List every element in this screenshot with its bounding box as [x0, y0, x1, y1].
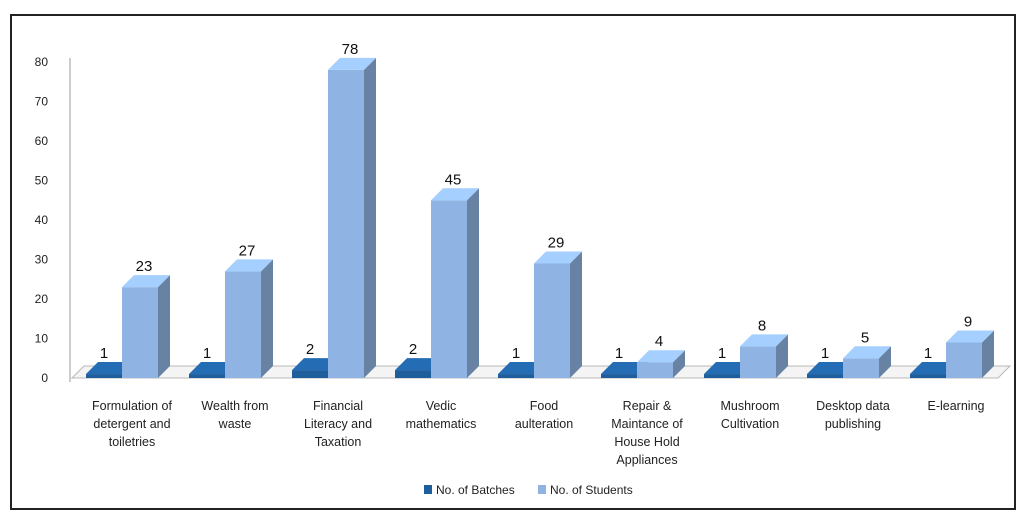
students-data-label: 45 — [445, 171, 462, 188]
students-bar-side — [158, 275, 170, 378]
students-data-label: 5 — [861, 329, 869, 346]
students-bar-side — [879, 346, 891, 378]
category-label: E-learning — [928, 399, 985, 413]
batches-bar — [189, 374, 225, 378]
legend-swatch — [538, 485, 546, 494]
students-bar — [225, 271, 261, 378]
students-bar-top — [431, 188, 479, 201]
students-bar — [946, 342, 982, 378]
y-tick-label: 50 — [35, 174, 49, 188]
students-bar-side — [982, 330, 994, 378]
batches-data-label: 2 — [409, 341, 417, 358]
batches-data-label: 1 — [615, 345, 623, 362]
students-bar-top — [946, 330, 994, 343]
legend-label: No. of Students — [550, 483, 633, 497]
students-bar — [637, 362, 673, 378]
category-label: Food aulteration — [515, 399, 573, 431]
students-bar-side — [570, 251, 582, 378]
students-bar-top — [225, 259, 273, 272]
students-bar-top — [740, 334, 788, 347]
y-tick-label: 80 — [35, 55, 49, 69]
students-bar-side — [467, 188, 479, 378]
chart-frame: 0 10 20 30 40 50 60 70 80 1 23 Formulation of deterg… — [10, 14, 1016, 510]
batches-data-label: 1 — [821, 345, 829, 362]
students-bar — [122, 287, 158, 378]
bar-chart: 0 10 20 30 40 50 60 70 80 1 23 Formulation of deterg… — [35, 41, 1012, 497]
batches-bar — [498, 374, 534, 378]
batches-data-label: 2 — [306, 341, 314, 358]
batches-data-label: 1 — [924, 345, 932, 362]
students-data-label: 4 — [655, 333, 663, 350]
category-label: Financial Literacy and Taxation — [304, 399, 372, 449]
students-bar-side — [776, 334, 788, 378]
students-bar-top — [328, 57, 376, 70]
batches-data-label: 1 — [100, 345, 108, 362]
students-bar — [534, 263, 570, 378]
students-bar-side — [673, 350, 685, 378]
category-label: Vedic mathematics — [406, 399, 477, 431]
students-bar — [740, 346, 776, 378]
batches-bar — [704, 374, 740, 378]
batches-bar — [292, 370, 328, 378]
y-tick-label: 0 — [41, 371, 48, 385]
batches-data-label: 1 — [718, 345, 726, 362]
batches-bar — [395, 370, 431, 378]
batches-data-label: 1 — [203, 345, 211, 362]
y-tick-label: 20 — [35, 292, 49, 306]
category-label: Desktop data publishing — [816, 399, 890, 431]
students-data-label: 9 — [964, 313, 972, 330]
students-data-label: 8 — [758, 317, 766, 334]
students-bar-top — [122, 275, 170, 288]
students-bar-side — [364, 57, 376, 379]
batches-data-label: 1 — [512, 345, 520, 362]
students-bar-top — [534, 251, 582, 264]
y-tick-label: 40 — [35, 213, 49, 227]
students-bar — [843, 358, 879, 378]
legend-label: No. of Batches — [436, 483, 515, 497]
batches-bar — [910, 374, 946, 378]
y-tick-label: 70 — [35, 95, 49, 109]
students-data-label: 23 — [136, 258, 153, 275]
y-tick-label: 10 — [35, 332, 49, 346]
batches-bar — [86, 374, 122, 378]
batches-bar — [601, 374, 637, 378]
students-bar — [431, 200, 467, 378]
students-data-label: 27 — [239, 242, 256, 259]
students-data-label: 29 — [548, 234, 565, 251]
y-tick-label: 60 — [35, 134, 49, 148]
category-label: Formulation of detergent and toiletries — [92, 399, 172, 449]
category-label: Mushroom Cultivation — [720, 399, 779, 431]
students-bar — [328, 69, 364, 379]
category-label: Wealth from waste — [201, 399, 268, 431]
y-tick-label: 30 — [35, 253, 49, 267]
students-bar-top — [637, 350, 685, 363]
batches-bar — [807, 374, 843, 378]
category-label: Repair & Maintance of House Hold Appliances — [611, 399, 683, 467]
students-data-label: 78 — [342, 41, 359, 58]
students-bar-top — [843, 346, 891, 359]
students-bar-side — [261, 259, 273, 378]
legend-swatch — [424, 485, 432, 494]
